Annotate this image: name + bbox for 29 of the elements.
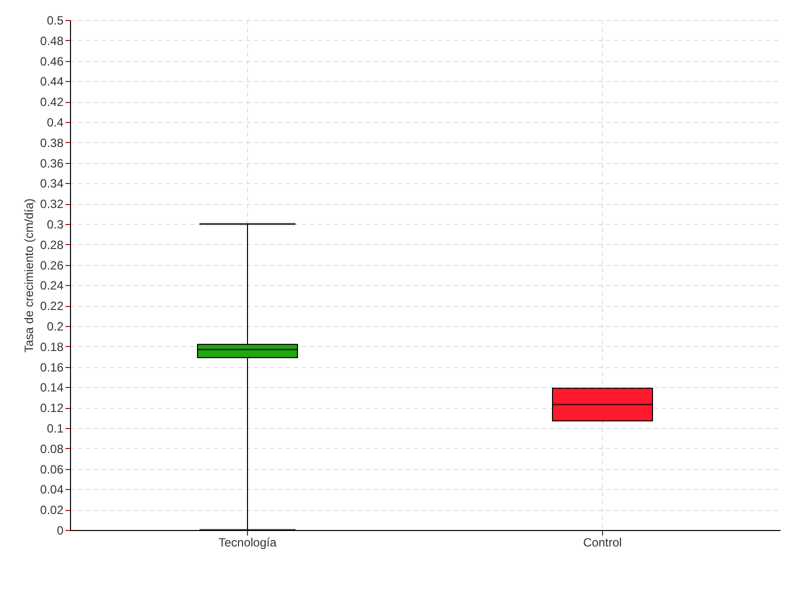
y-tick-label: 0 <box>56 524 64 538</box>
y-tick-label: 0.16 <box>40 360 64 374</box>
y-tick-label: 0.24 <box>40 278 64 293</box>
y-tick-label: 0.26 <box>40 258 64 272</box>
x-tick-label: Tecnología <box>218 536 277 550</box>
x-tick-label: Control <box>583 536 622 550</box>
y-tick-label: 0.28 <box>40 238 64 252</box>
y-tick-label: 0.36 <box>40 156 64 170</box>
y-tick-label: 0.34 <box>40 176 64 191</box>
y-tick-label: 0.02 <box>40 503 64 518</box>
y-tick-label: 0.42 <box>40 95 64 110</box>
y-tick-label: 0.5 <box>46 14 64 28</box>
y-tick-label: 0.2 <box>46 320 64 334</box>
y-axis-title: Tasa de crecimiento (cm/día) <box>22 198 36 353</box>
y-tick-label: 0.22 <box>40 299 64 314</box>
y-tick-label: 0.3 <box>46 218 64 232</box>
y-tick-label: 0.04 <box>40 482 64 497</box>
y-tick-label: 0.32 <box>40 197 64 212</box>
y-tick-label: 0.08 <box>40 442 64 456</box>
y-tick-label: 0.14 <box>40 380 64 395</box>
y-tick-label: 0.44 <box>40 74 64 89</box>
y-tick-label: 0.1 <box>46 422 64 436</box>
y-tick-label: 0.46 <box>40 54 64 68</box>
y-tick-label: 0.06 <box>40 462 64 476</box>
y-tick-label: 0.38 <box>40 136 64 150</box>
y-tick-label: 0.18 <box>40 340 64 354</box>
y-tick-label: 0.12 <box>40 401 64 416</box>
y-tick-label: 0.48 <box>40 34 64 48</box>
y-tick-label: 0.4 <box>46 116 64 130</box>
